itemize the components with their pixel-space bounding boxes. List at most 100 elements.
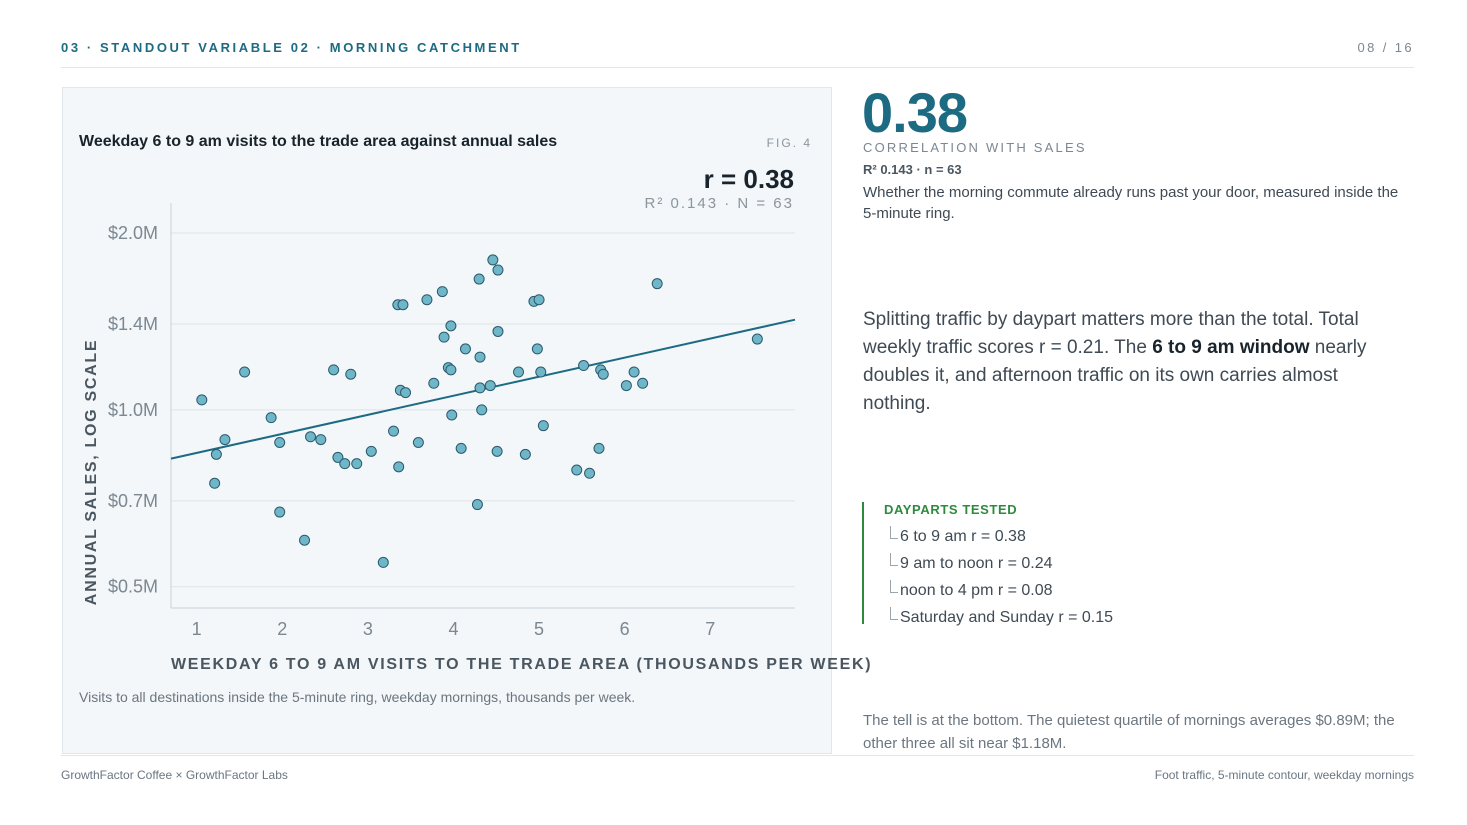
data-point (305, 431, 317, 443)
data-point (637, 377, 649, 389)
data-point (265, 412, 277, 424)
x-tick-label: 6 (620, 619, 630, 639)
data-point (492, 325, 504, 337)
data-point (315, 434, 327, 446)
data-point (196, 394, 208, 406)
data-point (484, 380, 496, 392)
data-point (328, 364, 340, 376)
data-point (445, 364, 457, 376)
data-point (388, 425, 400, 437)
chart-grid (171, 232, 795, 588)
data-point (455, 442, 467, 454)
data-point (219, 434, 231, 446)
data-point (531, 343, 543, 355)
data-point (459, 343, 471, 355)
data-point (533, 294, 545, 306)
data-point (474, 382, 486, 394)
data-point (377, 556, 389, 568)
data-point (513, 366, 525, 378)
data-point (339, 458, 351, 470)
x-tick-label: 2 (277, 619, 287, 639)
data-point (620, 380, 632, 392)
data-point (593, 442, 605, 454)
data-point (628, 366, 640, 378)
stat-sub: R² 0.143 · n = 63 (863, 162, 962, 177)
data-point (597, 368, 609, 380)
data-point (537, 420, 549, 432)
y-tick-label: $1.0M (108, 400, 158, 420)
page-counter: 08 / 16 (1357, 40, 1414, 55)
data-point (751, 333, 763, 345)
section-eyebrow: 03 · STANDOUT VARIABLE 02 · MORNING CATC… (61, 40, 522, 55)
daypart-item: Saturday and Sunday r = 0.15 (890, 604, 1113, 631)
data-point (393, 461, 405, 473)
daypart-item: noon to 4 pm r = 0.08 (890, 577, 1113, 604)
figure-number: FIG. 4 (766, 136, 812, 150)
data-point (412, 437, 424, 449)
body-text-2: nearly doubles it, and afternoon traffic… (863, 337, 1367, 414)
data-point (345, 368, 357, 380)
data-point (365, 445, 377, 457)
correlation-sub: R² 0.143 · N = 63 (644, 195, 794, 212)
stat-value: 0.38 (862, 81, 968, 144)
x-tick-label: 7 (705, 619, 715, 639)
figure-title: Weekday 6 to 9 am visits to the trade ar… (79, 133, 558, 150)
chart-axes (170, 203, 795, 609)
data-point (299, 534, 311, 546)
chart-ticks: $0.5M $0.7M $1.0M $1.4M $2.0M 1 2 3 4 5 6 7 (108, 223, 715, 639)
x-tick-label: 3 (363, 619, 373, 639)
data-point (571, 464, 583, 476)
data-point (578, 360, 590, 372)
x-tick-label: 4 (448, 619, 458, 639)
data-point (471, 499, 483, 511)
data-point (274, 506, 286, 518)
dayparts-list: DAYPARTS TESTED 6 to 9 am r = 0.38 9 am … (862, 502, 1113, 626)
takeaway-note: The tell is at the bottom. The quietest … (863, 712, 1395, 752)
data-point (491, 445, 503, 457)
figure-note: Visits to all destinations inside the 5-… (79, 689, 636, 705)
data-point (492, 264, 504, 276)
data-point (474, 351, 486, 363)
data-point (476, 404, 488, 416)
data-point (400, 387, 412, 399)
data-point (584, 467, 596, 479)
data-point (351, 458, 363, 470)
daypart-item: 6 to 9 am r = 0.38 (890, 523, 1113, 550)
y-tick-label: $2.0M (108, 223, 158, 243)
data-point (445, 320, 457, 332)
data-point (651, 278, 663, 290)
y-axis-label: ANNUAL SALES, LOG SCALE (83, 338, 100, 606)
data-point (210, 448, 222, 460)
x-tick-label: 5 (534, 619, 544, 639)
data-point (487, 254, 499, 266)
bottom-divider (61, 755, 1414, 756)
data-point (473, 273, 485, 285)
data-point (428, 377, 440, 389)
y-tick-label: $1.4M (108, 314, 158, 334)
stat-description: Whether the morning commute already runs… (863, 184, 1399, 222)
data-point (446, 409, 458, 421)
stat-label: CORRELATION WITH SALES (863, 140, 1087, 155)
dayparts-title: DAYPARTS TESTED (884, 502, 1018, 517)
data-point (332, 451, 344, 463)
data-points (196, 254, 763, 568)
x-axis-label: WEEKDAY 6 TO 9 AM VISITS TO THE TRADE AR… (171, 656, 873, 673)
correlation-label: r = 0.38 (703, 164, 794, 194)
footer-source: Foot traffic, 5-minute contour, weekday … (1154, 768, 1414, 782)
data-point (436, 286, 448, 298)
body-highlight: 6 to 9 am window (1152, 337, 1310, 358)
body-text-1: Splitting traffic by daypart matters mor… (863, 309, 1359, 358)
y-tick-label: $0.5M (108, 577, 158, 597)
footer-credit: GrowthFactor Coffee × GrowthFactor Labs (61, 768, 288, 782)
data-point (274, 437, 286, 449)
top-divider (61, 67, 1414, 68)
data-point (438, 331, 450, 343)
data-point (535, 366, 547, 378)
data-point (397, 299, 409, 311)
data-point (239, 366, 251, 378)
x-tick-label: 1 (192, 619, 202, 639)
figure-panel (62, 87, 832, 754)
daypart-item: 9 am to noon r = 0.24 (890, 550, 1113, 577)
data-point (209, 477, 221, 489)
